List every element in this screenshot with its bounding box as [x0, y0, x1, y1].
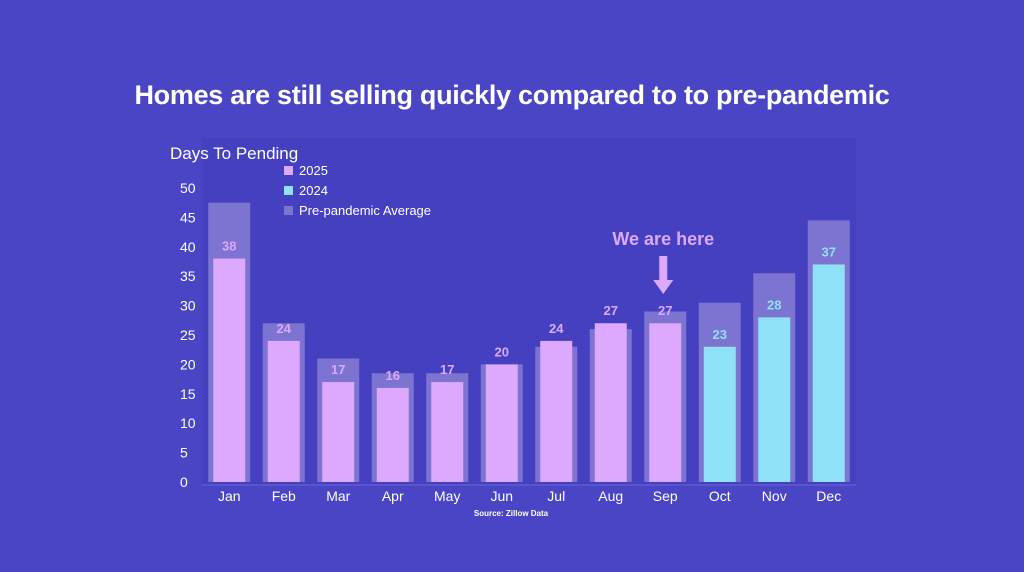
- y-tick-label: 25: [180, 327, 196, 343]
- bar-2025: [267, 340, 300, 482]
- legend-swatch: [284, 166, 293, 175]
- x-tick-label: Nov: [762, 488, 787, 504]
- data-label: 27: [658, 303, 672, 318]
- data-label: 17: [440, 362, 454, 377]
- legend-swatch: [284, 186, 293, 195]
- bar-2024: [812, 264, 845, 482]
- bar-2025: [376, 387, 409, 482]
- data-label: 24: [277, 321, 292, 336]
- x-tick-label: Sep: [653, 488, 678, 504]
- source-note: Source: Zillow Data: [474, 509, 549, 518]
- legend-label: 2025: [299, 163, 328, 178]
- legend-label: 2024: [299, 183, 328, 198]
- y-tick-label: 10: [180, 415, 196, 431]
- chart-title: Homes are still selling quickly compared…: [134, 80, 890, 110]
- bar-2025: [594, 323, 627, 482]
- bar-2024: [703, 346, 736, 482]
- down-arrow-icon: [653, 256, 674, 294]
- x-tick-label: Jul: [547, 488, 565, 504]
- data-label: 24: [549, 321, 564, 336]
- bar-2025: [431, 382, 464, 482]
- x-tick-label: Feb: [272, 488, 296, 504]
- data-label: 20: [495, 344, 509, 359]
- x-tick-label: Jan: [218, 488, 241, 504]
- legend-label: Pre-pandemic Average: [299, 203, 431, 218]
- data-label: 28: [767, 297, 781, 312]
- y-tick-label: 5: [180, 445, 188, 461]
- plot-area: [202, 138, 856, 485]
- y-tick-label: 40: [180, 239, 196, 255]
- y-tick-label: 20: [180, 356, 196, 372]
- bar-2025: [213, 258, 246, 482]
- x-tick-label: Oct: [709, 488, 731, 504]
- data-label: 37: [822, 244, 836, 259]
- bar-2024: [758, 317, 791, 482]
- y-tick-label: 30: [180, 298, 196, 314]
- y-axis-title: Days To Pending: [170, 144, 298, 163]
- bar-2025: [485, 364, 518, 482]
- x-tick-label: Jun: [490, 488, 513, 504]
- bar-2025: [649, 323, 682, 482]
- data-label: 23: [713, 327, 727, 342]
- x-tick-label: Aug: [598, 488, 623, 504]
- legend-swatch: [284, 206, 293, 215]
- y-tick-label: 45: [180, 209, 196, 225]
- y-tick-label: 35: [180, 268, 196, 284]
- x-tick-label: Mar: [326, 488, 350, 504]
- bar-2025: [540, 340, 573, 482]
- data-label: 17: [331, 362, 345, 377]
- y-tick-label: 0: [180, 474, 188, 490]
- data-label: 27: [604, 303, 618, 318]
- y-tick-label: 50: [180, 180, 196, 196]
- y-tick-label: 15: [180, 386, 196, 402]
- annotation-label: We are here: [612, 229, 714, 249]
- x-tick-label: May: [434, 488, 460, 504]
- data-label: 38: [222, 239, 236, 254]
- x-tick-label: Dec: [816, 488, 841, 504]
- x-tick-label: Apr: [382, 488, 404, 504]
- data-label: 16: [386, 368, 400, 383]
- bar-2025: [322, 382, 355, 482]
